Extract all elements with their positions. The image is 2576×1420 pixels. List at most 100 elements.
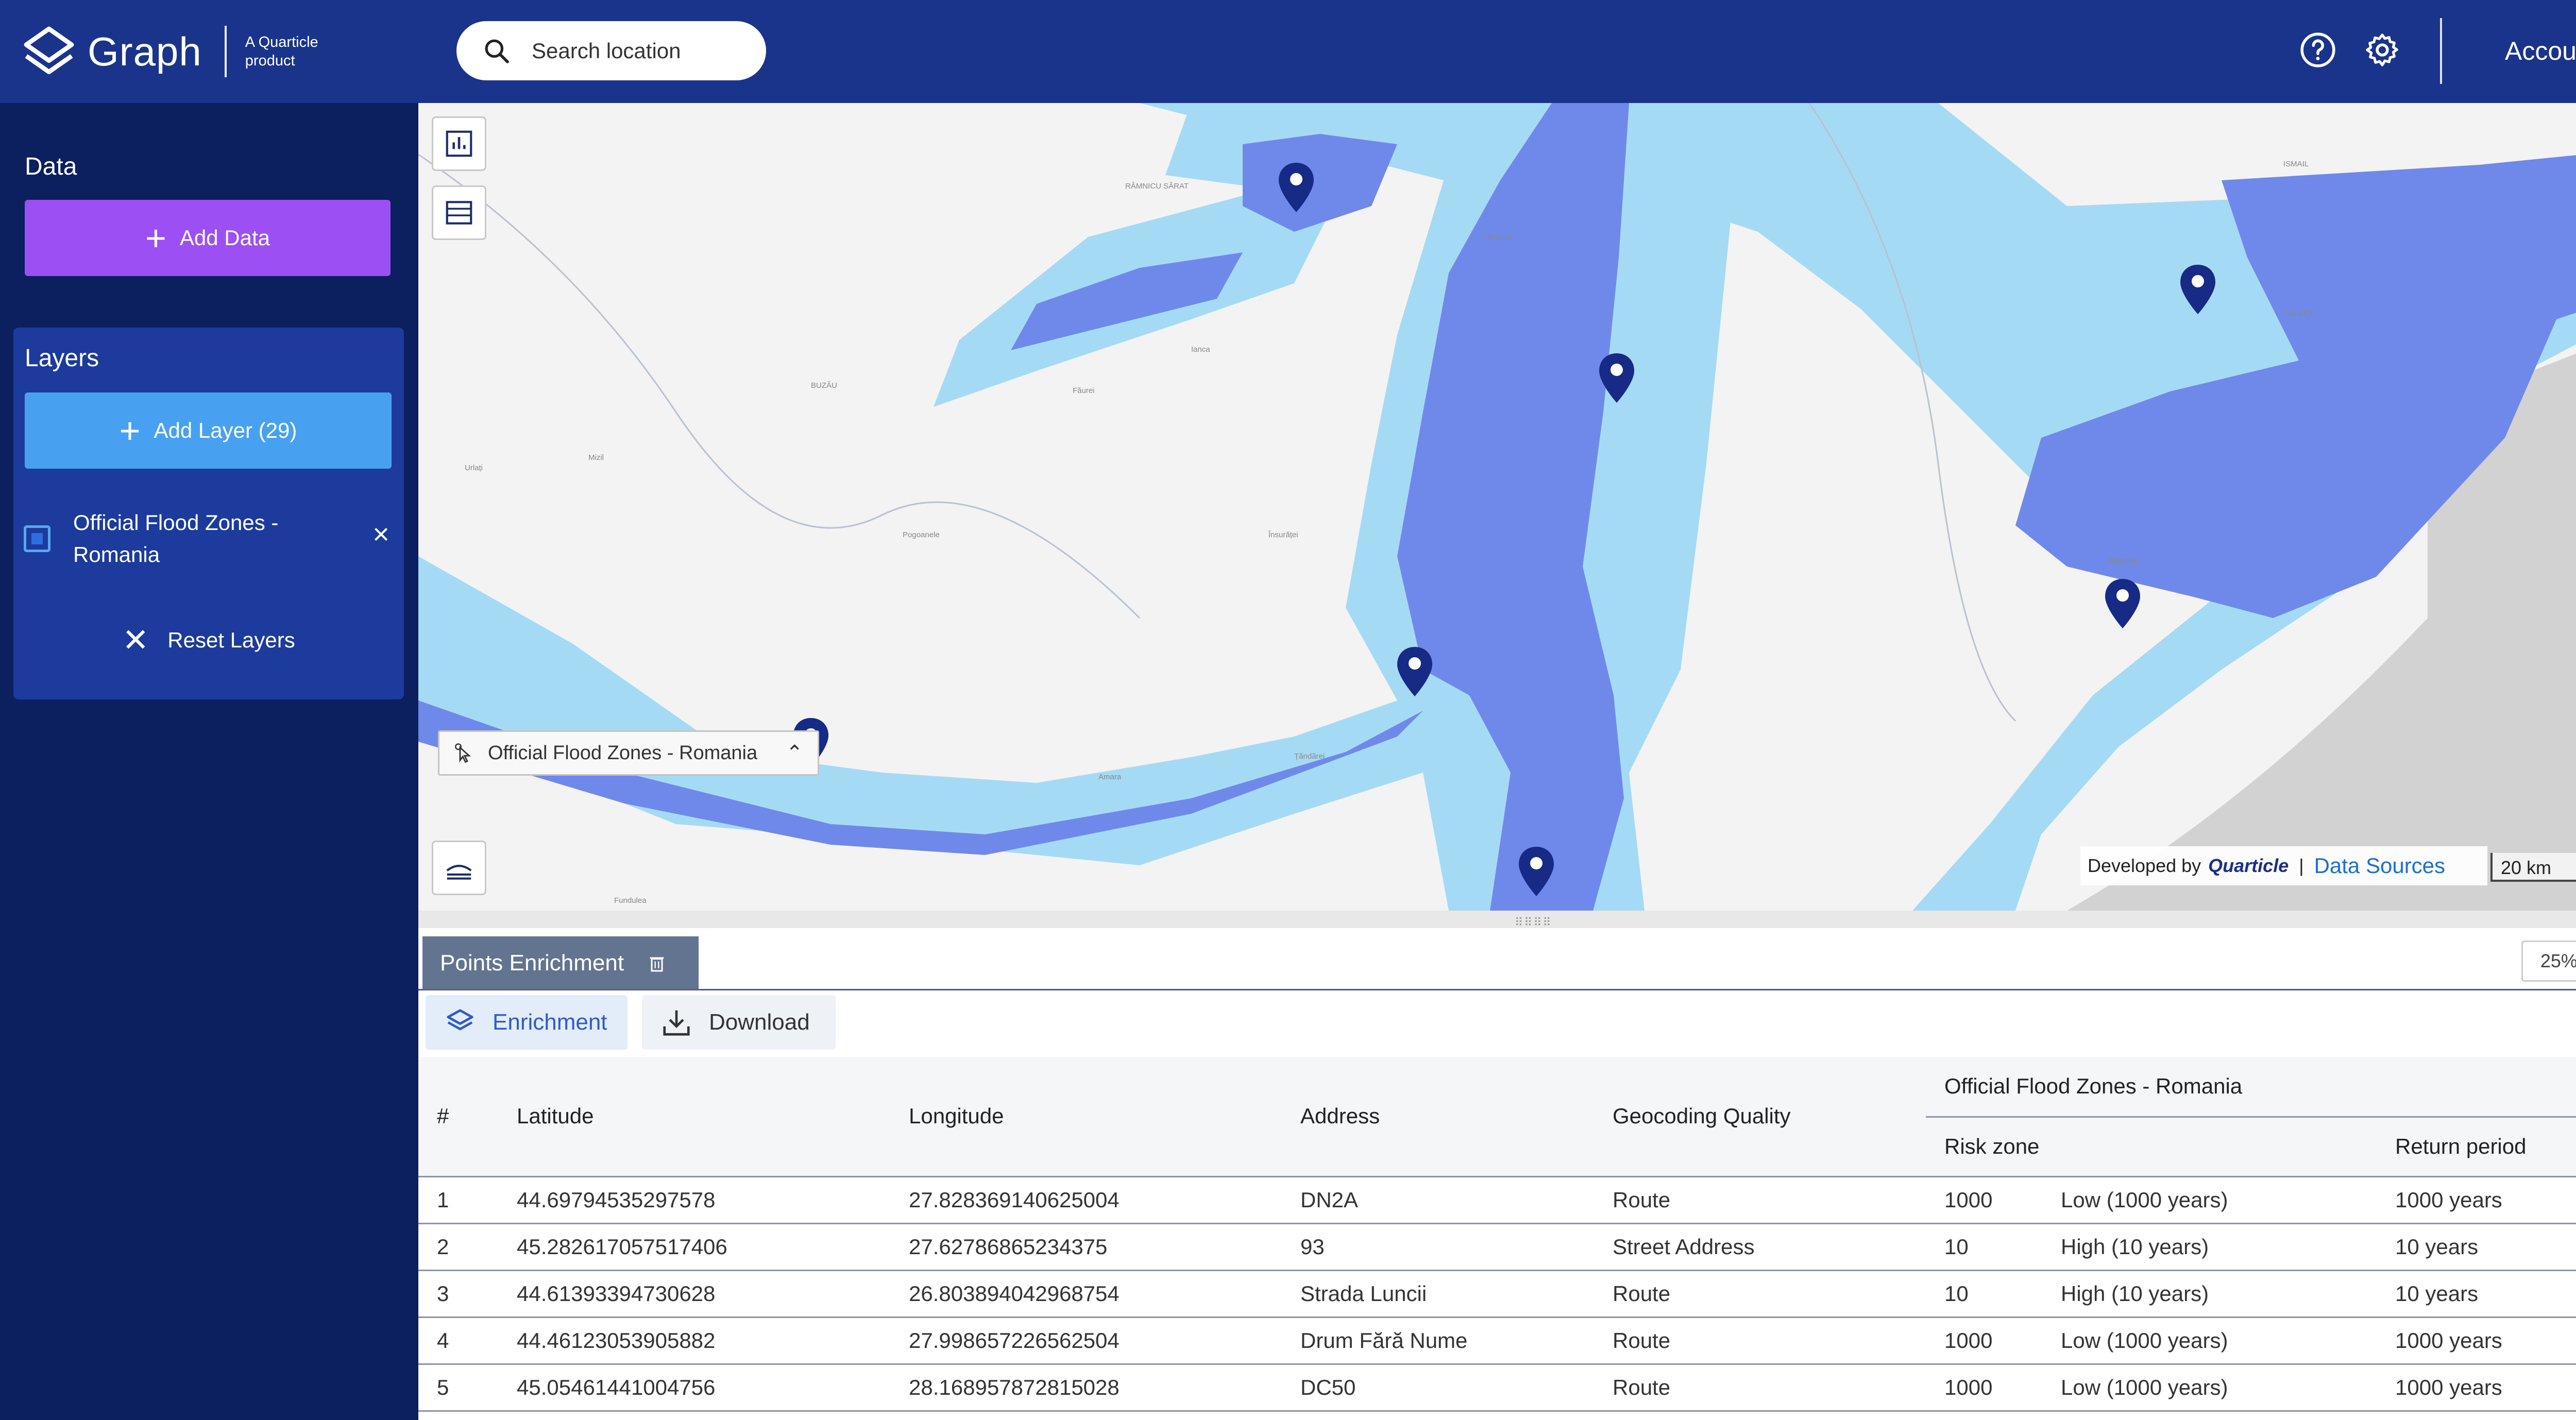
brand-divider [224,26,227,77]
cell-geocoding-quality: Route [1594,1364,1926,1412]
chart-tool-button[interactable] [432,116,486,171]
table-row[interactable]: 3 44.61393394730628 26.803894042968754 S… [418,1270,2576,1318]
zoom-percent-select[interactable]: 25% ⌄ [2521,940,2576,982]
map-place-label: BRĂILA [1485,233,1513,242]
map-attribution: Developed by Quarticle | Data Sources [2080,846,2487,885]
cell-geocoding-quality: Route [1594,1317,1926,1365]
cell-address: DC50 [1282,1364,1594,1412]
legend-icon [446,865,472,880]
map-canvas[interactable]: RÂMNICU SĂRAT BRĂILA ISMAIL TULCEA BUZĂU… [418,103,2576,911]
help-icon[interactable] [2299,31,2337,69]
map-place-label: Făurei [1073,386,1095,395]
map-place-label: ISMAIL [2283,160,2309,168]
map-pin-marker[interactable] [1394,645,1435,698]
attribution-prefix: Developed by [2088,855,2201,876]
cell-return-period: 1000 years [2377,1176,2576,1224]
cell-geocoding-quality: Street Address [1594,1223,1926,1271]
col-header-longitude[interactable]: Longitude [890,1057,1282,1177]
reset-layers-button[interactable]: ✕ Reset Layers [13,621,404,659]
map-place-label: Însurăței [1268,531,1298,539]
data-heading: Data [25,153,77,180]
drag-grip-icon[interactable]: ⠿⠿⠿⠿ [1515,916,1552,929]
map-place-label: Fundulea [614,896,647,905]
map-place-label: Țăndărei [1294,752,1325,761]
add-data-button[interactable]: + Add Data [25,200,391,276]
cell-address: Strada Luncii [1282,1270,1594,1318]
layer-visibility-checkbox[interactable] [24,525,50,552]
tab-underline [418,989,2576,990]
attribution-separator: | [2299,855,2304,876]
map-place-label: Amara [1098,773,1122,781]
table-row[interactable]: 5 45.05461441004756 28.168957872815028 D… [418,1364,2576,1412]
map-pin-marker[interactable] [2102,577,2143,630]
col-header-index[interactable]: # [418,1057,498,1177]
cell-index: 4 [418,1317,498,1365]
cell-return-period: 10 years [2377,1223,2576,1271]
cell-risk-zone: 1000 [1926,1176,2061,1224]
table-tool-button[interactable] [432,185,486,240]
data-sources-link[interactable]: Data Sources [2314,853,2446,878]
cell-return-period: 1000 years [2377,1364,2576,1412]
enrichment-button[interactable]: Enrichment [426,995,628,1050]
map-pin-marker[interactable] [1276,161,1317,214]
map-pin-marker[interactable] [1596,351,1637,405]
table-row[interactable]: 2 45.282617057517406 27.62786865234375 9… [418,1223,2576,1271]
add-layer-label: Add Layer (29) [154,418,297,442]
col-header-address[interactable]: Address [1282,1057,1594,1177]
cell-address: DN2A [1282,1176,1594,1224]
gear-icon[interactable] [2363,31,2401,69]
plus-icon: + [145,218,166,258]
col-header-risk-zone[interactable]: Risk zone [1926,1117,2377,1177]
brand-subtitle: A Quarticle product [245,34,318,69]
remove-layer-icon[interactable]: × [372,518,389,550]
flood-zone-basemap [418,103,2576,911]
col-header-return-period[interactable]: Return period [2377,1117,2576,1177]
panel-resize-handle[interactable]: ⠿⠿⠿⠿ [418,911,2576,929]
col-header-geocoding-quality[interactable]: Geocoding Quality [1594,1057,1926,1177]
reset-layers-label: Reset Layers [167,627,295,652]
cell-latitude: 45.282617057517406 [498,1223,890,1271]
chevron-up-icon[interactable]: ⌃ [786,742,803,764]
bottom-panel: ⠿⠿⠿⠿ Points Enrichment 25% ⌄ × Enrichmen… [418,911,2576,1420]
download-label: Download [709,1010,810,1035]
cell-index: 2 [418,1223,498,1271]
cell-latitude: 44.69794535297578 [498,1176,890,1224]
enrichment-table: # Latitude Longitude Address Geocoding Q… [418,1057,2576,1412]
map-pin-marker[interactable] [1516,845,1557,898]
table-row[interactable]: 1 44.69794535297578 27.828369140625004 D… [418,1176,2576,1224]
account-button[interactable]: Account [2505,37,2576,65]
add-data-label: Add Data [179,226,270,250]
cell-index: 1 [418,1176,498,1224]
table-row[interactable]: 4 44.46123053905882 27.998657226562504 D… [418,1317,2576,1365]
map-pin-marker[interactable] [2177,263,2218,316]
col-header-latitude[interactable]: Latitude [498,1057,890,1177]
enrichment-label: Enrichment [493,1010,607,1035]
layers-heading: Layers [25,345,99,372]
legend-tool-button[interactable] [432,841,486,895]
cell-geocoding-quality: Route [1594,1176,1926,1224]
layer-item-official-flood-zones[interactable]: Official Flood Zones - Romania × [24,507,394,579]
quarticle-logo: Quarticle [2208,855,2289,876]
cell-index: 3 [418,1270,498,1318]
brand-logo[interactable]: Graph A Quarticle product [21,23,343,80]
cell-longitude: 27.62786865234375 [890,1223,1282,1271]
cell-address: Drum Fără Nume [1282,1317,1594,1365]
group-header-flood-zones: Official Flood Zones - Romania [1926,1057,2576,1118]
tab-points-enrichment[interactable]: Points Enrichment [422,936,699,989]
cell-risk-zone-desc: Low (1000 years) [2061,1176,2377,1224]
cell-longitude: 27.998657226562504 [890,1317,1282,1365]
map-place-label: Babadag [2108,556,2140,565]
cell-risk-zone-desc: High (10 years) [2061,1270,2377,1318]
layers-panel: Layers + Add Layer (29) Official Flood Z… [13,328,404,699]
zoom-percent-value: 25% [2540,950,2576,971]
search-location-input[interactable]: Search location [456,21,766,80]
active-layer-chip[interactable]: Official Flood Zones - Romania ⌃ [438,730,819,776]
cell-risk-zone-desc: Low (1000 years) [2061,1364,2377,1412]
trash-icon[interactable] [647,953,667,973]
map-place-label: Urlați [465,464,483,472]
cell-longitude: 27.828369140625004 [890,1176,1282,1224]
close-icon: ✕ [122,623,149,658]
download-button[interactable]: Download [642,995,836,1050]
add-layer-button[interactable]: + Add Layer (29) [25,392,392,469]
cell-index: 5 [418,1364,498,1412]
